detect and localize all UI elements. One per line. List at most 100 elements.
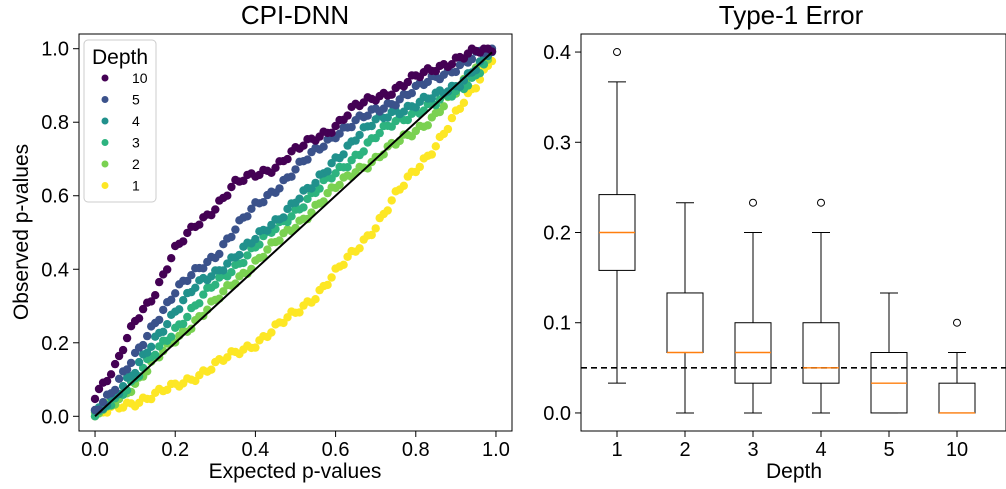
point-depth-10 [343, 111, 352, 120]
legend-label-depth-4: 4 [132, 113, 140, 129]
point-depth-1 [415, 162, 424, 172]
legend-marker-depth-10 [101, 74, 109, 82]
point-depth-1 [323, 280, 332, 290]
point-depth-2 [335, 180, 344, 190]
point-depth-5 [227, 232, 236, 242]
point-depth-4 [295, 194, 304, 203]
interquartile-box [938, 382, 976, 414]
point-depth-10 [110, 359, 120, 369]
legend-label-depth-10: 10 [132, 70, 148, 86]
point-depth-2 [363, 164, 372, 173]
y-tick-label: 0.2 [41, 333, 69, 355]
x-tick-label: 5 [883, 439, 894, 461]
x-tick-label: 0.8 [402, 439, 430, 461]
point-depth-5 [110, 385, 120, 395]
point-depth-4 [134, 357, 144, 367]
legend-marker-depth-2 [101, 160, 109, 168]
outlier-point [613, 48, 621, 57]
legend-frame [83, 39, 157, 203]
y-tick-label: 0.3 [543, 132, 571, 154]
box-depth-2 [666, 202, 704, 414]
point-depth-5 [114, 374, 124, 383]
point-depth-10 [138, 304, 148, 314]
point-depth-1 [295, 308, 304, 317]
left-plot-frame [78, 33, 513, 432]
point-depth-4 [367, 121, 376, 131]
point-depth-1 [327, 273, 336, 282]
point-depth-2 [219, 287, 228, 296]
point-depth-2 [303, 214, 312, 224]
y-tick-label: 0.1 [543, 313, 571, 335]
point-depth-3 [167, 332, 176, 341]
legend-title: Depth [92, 46, 148, 69]
point-depth-5 [287, 172, 296, 181]
point-depth-3 [331, 169, 340, 178]
point-depth-3 [227, 268, 236, 277]
point-depth-5 [291, 165, 300, 174]
outlier-point [953, 318, 961, 327]
series-10-points [90, 44, 497, 404]
left-x-axis-label: Expected p-values [209, 460, 382, 483]
left-axis-ticks: 0.0 0.2 0.4 0.6 0.8 1.0 0.0 0.2 0.4 0.6 0.8 1.0 [41, 39, 510, 461]
point-depth-10 [122, 333, 132, 343]
x-tick-label: 10 [946, 439, 968, 461]
point-depth-4 [130, 368, 140, 378]
right-x-axis-label: Depth [766, 460, 822, 483]
point-depth-5 [155, 315, 164, 325]
point-depth-10 [223, 191, 232, 200]
point-depth-10 [239, 176, 248, 185]
point-depth-5 [231, 225, 240, 234]
point-depth-2 [275, 236, 284, 245]
y-tick-label: 0.8 [41, 112, 69, 134]
point-depth-5 [215, 249, 224, 259]
point-depth-1 [459, 98, 469, 108]
point-depth-3 [299, 203, 308, 212]
left-chart-title: CPI-DNN [241, 0, 349, 30]
point-depth-5 [171, 289, 180, 298]
point-depth-1 [367, 230, 376, 240]
interquartile-box [802, 322, 840, 384]
point-depth-4 [251, 234, 260, 244]
point-depth-10 [403, 77, 412, 87]
point-depth-4 [191, 283, 200, 292]
point-depth-5 [391, 101, 400, 110]
point-depth-4 [175, 305, 184, 314]
box-plots [598, 48, 976, 414]
point-depth-4 [207, 272, 216, 281]
point-depth-1 [399, 181, 408, 190]
outlier-point [749, 198, 757, 207]
point-depth-5 [451, 67, 461, 77]
point-depth-4 [323, 167, 332, 176]
point-depth-1 [355, 244, 364, 253]
point-depth-5 [407, 89, 416, 98]
point-depth-4 [223, 259, 232, 268]
point-depth-5 [303, 155, 312, 164]
point-depth-10 [114, 351, 124, 361]
point-depth-4 [147, 342, 156, 351]
x-tick-label: 0.6 [322, 439, 350, 461]
point-depth-10 [106, 370, 116, 379]
point-depth-4 [339, 150, 348, 159]
right-axis-ticks: 0.0 0.1 0.2 0.3 0.4 1 2 3 4 5 10 [543, 42, 968, 461]
point-depth-10 [179, 237, 188, 246]
point-depth-3 [243, 251, 252, 260]
point-depth-4 [235, 250, 244, 260]
point-depth-5 [122, 365, 132, 374]
left-y-axis-label: Observed p-values [10, 144, 33, 320]
point-depth-3 [151, 350, 160, 359]
x-tick-label: 4 [815, 439, 826, 461]
point-depth-2 [423, 121, 432, 130]
point-depth-3 [239, 258, 248, 268]
point-depth-1 [147, 394, 156, 404]
legend-label-depth-2: 2 [132, 156, 140, 172]
point-depth-10 [447, 59, 457, 69]
point-depth-4 [163, 320, 172, 329]
y-tick-label: 0.4 [543, 42, 571, 64]
point-depth-10 [94, 384, 104, 394]
point-depth-10 [147, 297, 156, 306]
point-depth-4 [355, 130, 364, 140]
point-depth-5 [275, 184, 284, 193]
box-depth-4 [802, 198, 840, 414]
legend-marker-depth-4 [101, 117, 109, 125]
